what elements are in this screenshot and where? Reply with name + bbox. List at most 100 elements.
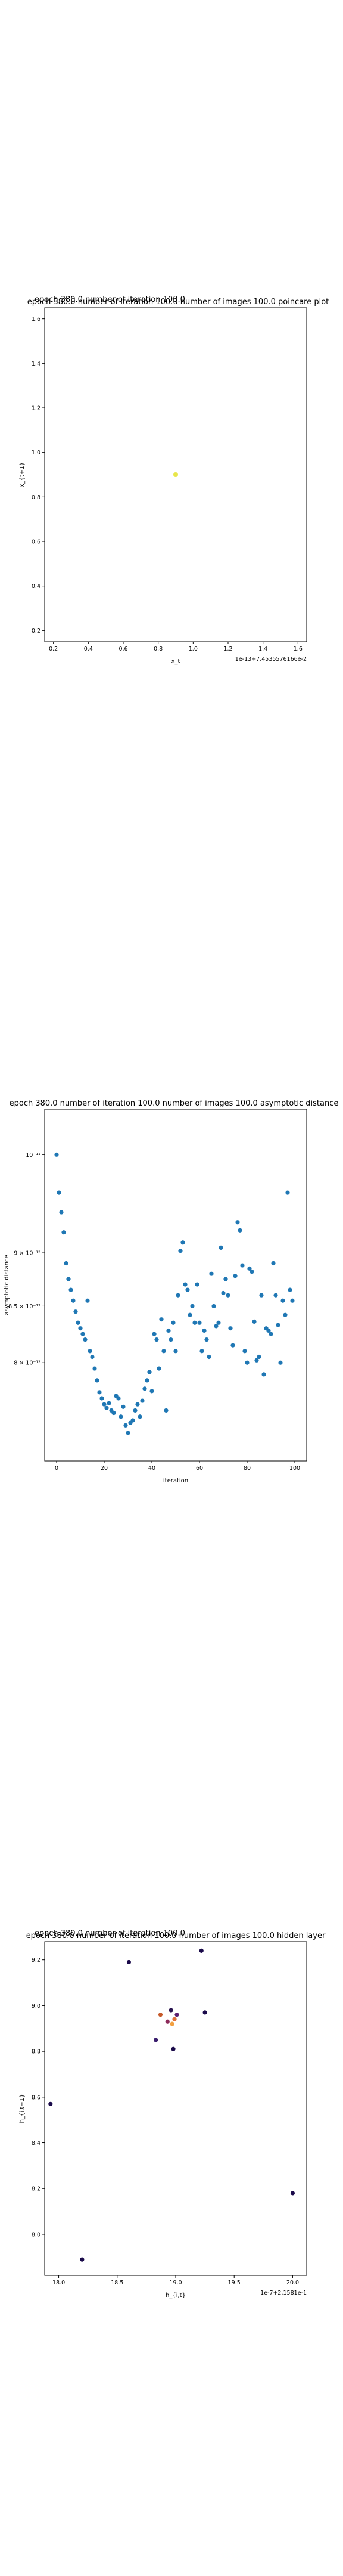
asymptotic-chart-title: epoch 380.0 number of iteration 100.0 nu… [10,1099,339,1108]
asymptotic-points [54,1152,295,1435]
asymptotic-point [252,1319,257,1324]
asymptotic-x-tick-label: 20 [101,1465,108,1472]
poincare-y-tick-label: 1.0 [32,450,40,456]
asymptotic-point [269,1332,273,1336]
asymptotic-point [66,1277,71,1281]
asymptotic-y-tick-label: 9 × 10⁻¹² [14,1250,40,1257]
poincare-x-tick-label: 0.4 [84,646,93,652]
asymptotic-point [123,1423,128,1428]
asymptotic-point [116,1396,121,1401]
asymptotic-point [149,1389,154,1394]
asymptotic-point [273,1293,278,1298]
asymptotic-ticks: 0 20 40 60 80 100 10⁻¹¹ 9 × 10⁻¹² 8.5 × 10⁻¹² 8 ×… [8,1152,300,1472]
asymptotic-point [154,1337,159,1342]
asymptotic-x-tick-label: 80 [244,1465,251,1472]
asymptotic-point [238,1228,242,1233]
hidden-x-axis-label: h_{i,t} [166,2292,186,2299]
asymptotic-point [259,1293,264,1298]
poincare-chart-title: epoch 380.0 number of iteration 100.0 nu… [27,298,329,306]
asymptotic-point [209,1271,214,1276]
asymptotic-point [147,1370,152,1374]
poincare-x-offset: 1e-13+7.4535576166e-2 [235,656,307,662]
asymptotic-point [68,1287,73,1292]
asymptotic-point [126,1431,130,1435]
asymptotic-point [207,1354,211,1360]
asymptotic-point [164,1408,169,1413]
asymptotic-point [121,1404,126,1409]
asymptotic-point [176,1293,180,1298]
asymptotic-point [99,1396,104,1401]
asymptotic-point [288,1287,292,1292]
asymptotic-x-tick-label: 60 [196,1465,203,1472]
asymptotic-distance-chart: epoch 380.0 number of iteration 100.0 nu… [4,1099,339,1484]
asymptotic-point [119,1414,123,1419]
asymptotic-point [204,1337,209,1342]
asymptotic-point [183,1282,188,1287]
hidden-plot-frame [44,1941,307,2276]
hidden-point [171,2046,176,2051]
asymptotic-point [197,1320,202,1325]
poincare-x-tick-label: 0.2 [49,646,58,652]
poincare-y-tick-label: 0.2 [32,628,40,634]
poincare-x-tick-label: 1.0 [189,646,198,652]
asymptotic-point [211,1304,216,1309]
asymptotic-point [78,1326,83,1331]
asymptotic-point [130,1418,135,1423]
asymptotic-point [285,1190,290,1195]
asymptotic-point [80,1332,85,1336]
asymptotic-point [195,1282,199,1287]
hidden-point [170,2021,174,2026]
asymptotic-point [169,1337,173,1342]
hidden-point [154,2038,158,2042]
poincare-x-tick-label: 1.4 [258,646,267,652]
asymptotic-point [90,1354,95,1360]
asymptotic-y-tick-label: 8.5 × 10⁻¹² [8,1304,40,1310]
hidden-y-tick-label: 8.4 [32,2140,40,2147]
asymptotic-point [142,1386,147,1391]
asymptotic-point [138,1414,142,1419]
asymptotic-point [278,1360,283,1365]
asymptotic-y-axis-label: asymptotic distance [4,1255,10,1315]
asymptotic-point [261,1372,266,1377]
hidden-y-tick-label: 9.0 [32,2003,40,2010]
asymptotic-point [180,1240,185,1245]
hidden-y-tick-label: 8.8 [32,2049,40,2055]
asymptotic-point [92,1366,97,1371]
asymptotic-point [59,1210,64,1215]
poincare-x-axis-label: x_t [172,658,180,665]
hidden-layer-chart: epoch 380.0 number of iteration 100.0 ep… [19,1929,326,2299]
poincare-y-axis-label: x_{t+1} [19,462,26,487]
poincare-x-tick-label: 0.8 [154,646,163,652]
asymptotic-point [219,1245,223,1250]
asymptotic-point [276,1323,280,1327]
hidden-y-tick-label: 9.2 [32,1957,40,1964]
poincare-title-shadow: epoch 380.0 number of iteration 100.0 [35,295,185,304]
asymptotic-point [145,1378,149,1383]
hidden-x-tick-label: 18.5 [111,2280,123,2286]
poincare-y-tick-label: 1.2 [32,405,40,412]
asymptotic-point [61,1230,66,1235]
hidden-point [202,2010,207,2015]
asymptotic-point [76,1320,80,1325]
poincare-plot-chart: epoch 380.0 number of iteration 100.0 ep… [19,295,329,665]
asymptotic-point [159,1317,164,1322]
asymptotic-point [133,1408,138,1413]
poincare-x-tick-label: 0.6 [119,646,127,652]
asymptotic-point [95,1378,99,1383]
asymptotic-point [214,1324,219,1329]
asymptotic-point [283,1312,288,1317]
hidden-x-tick-label: 18.0 [52,2280,65,2286]
asymptotic-point [54,1152,59,1157]
asymptotic-point [233,1274,238,1278]
asymptotic-point [135,1402,140,1407]
poincare-point [173,472,178,477]
asymptotic-point [185,1287,190,1292]
asymptotic-point [161,1349,166,1354]
poincare-y-tick-label: 0.4 [32,583,40,590]
asymptotic-point [247,1266,252,1271]
asymptotic-point [111,1410,116,1416]
hidden-point [80,2257,85,2262]
hidden-point [165,2019,170,2024]
asymptotic-point [199,1349,204,1354]
poincare-y-tick-label: 1.6 [32,316,40,323]
